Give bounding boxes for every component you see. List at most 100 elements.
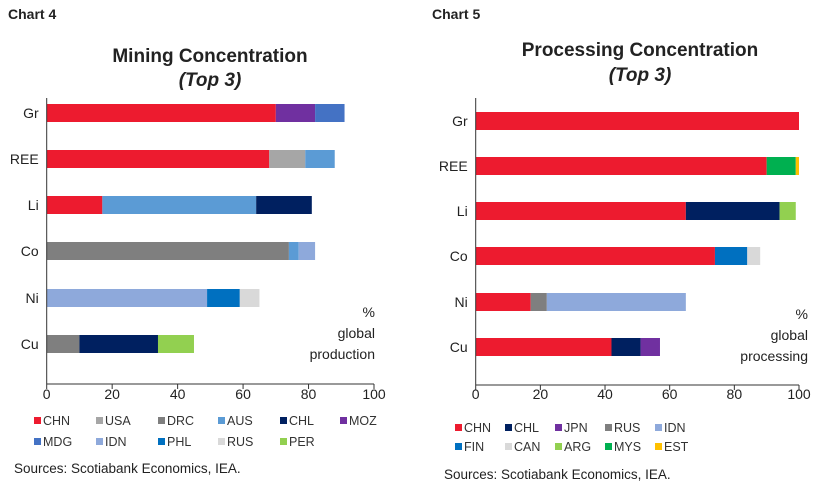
category-label: REE [439,158,468,174]
bar-segment-Ni-CHN [475,293,531,311]
legend-item-CHN: CHN [455,421,491,435]
x-axis-unit-label: % global processing [740,306,808,364]
bar-segment-Cu-DRC [46,335,80,353]
legend-swatch [340,417,347,424]
legend-swatch [555,443,562,450]
legend-swatch [158,438,165,445]
legend-item-IDN: IDN [655,421,686,435]
bar-segment-Li-ARG [779,202,796,220]
legend-label: JPN [564,421,588,435]
bar-segment-REE-CHN [475,157,767,175]
bar-segment-Gr-CHN [46,104,276,122]
bar-segment-Gr-MDG [315,104,345,122]
bar-segment-REE-USA [269,150,306,168]
legend-swatch [505,424,512,431]
x-tick-label: 60 [662,386,678,402]
category-label: Gr [23,105,39,121]
bar-segment-REE-AUS [305,150,335,168]
bar-segment-Cu-CHL [79,335,158,353]
bar-segment-Co-CHN [475,247,715,265]
legend-label: CHN [464,421,491,435]
bar-segment-Co-CAN [747,247,761,265]
legend-item-MYS: MYS [605,440,641,454]
bar-segment-REE-EST [795,157,799,175]
bar-segment-Gr-CHN [475,112,799,130]
legend-item-CHL: CHL [280,414,314,428]
legend-label: MDG [43,435,72,449]
bar-segment-Li-AUS [102,196,257,214]
x-tick-label: 40 [597,386,613,402]
legend-swatch [455,443,462,450]
legend-label: CAN [514,440,540,454]
legend-label: ARG [564,440,591,454]
bar-segment-Cu-JPN [640,338,660,356]
x-tick-label: 20 [104,386,120,402]
bar-segment-Ni-RUS [239,289,260,307]
x-tick-label: 80 [727,386,743,402]
x-tick-label: 20 [533,386,549,402]
legend-item-MOZ: MOZ [340,414,377,428]
legend-label: RUS [227,435,253,449]
chart-5: Chart 5 Processing Concentration (Top 3) Gr… [432,6,811,482]
legend-label: MOZ [349,414,377,428]
legend-item-FIN: FIN [455,440,484,454]
bar-segment-Ni-IDN [46,289,208,307]
legend-label: EST [664,440,689,454]
category-label: Li [28,197,39,213]
legend-swatch [96,438,103,445]
bar-segment-Co-FIN [714,247,748,265]
bar-segment-Ni-RUS [530,293,547,311]
legend-swatch [655,424,662,431]
category-label: Gr [452,113,468,129]
x-tick-label: 100 [362,386,386,402]
category-label: Co [21,243,39,259]
legend-item-DRC: DRC [158,414,194,428]
legend-item-PER: PER [280,435,315,449]
legend-label: DRC [167,414,194,428]
legend-label: MYS [614,440,641,454]
legend-label: CHN [43,414,70,428]
bar-segment-Li-CHN [46,196,103,214]
legend-label: RUS [614,421,640,435]
legend-item-PHL: PHL [158,435,191,449]
bar-segment-Co-DRC [46,242,289,260]
chart-title: Processing Concentration [522,40,759,61]
legend-item-EST: EST [655,440,689,454]
legend-swatch [34,417,41,424]
category-label: Cu [21,336,39,352]
x-tick-label: 80 [301,386,317,402]
chart-title: Mining Concentration [112,46,307,67]
chart-label: Chart 4 [8,6,56,22]
x-tick-label: 0 [472,386,480,402]
legend-item-CAN: CAN [505,440,540,454]
legend-swatch [455,424,462,431]
legend-label: PER [289,435,315,449]
legend-label: IDN [664,421,686,435]
legend-item-RUS: RUS [605,421,640,435]
chart-subtitle: (Top 3) [609,65,672,86]
legend-item-JPN: JPN [555,421,588,435]
legend-label: PHL [167,435,191,449]
x-axis-unit-label: % global production [310,304,375,362]
source-note: Sources: Scotiabank Economics, IEA. [444,467,671,482]
chart-label: Chart 5 [432,6,480,22]
legend-swatch [218,417,225,424]
x-tick-label: 60 [235,386,251,402]
bar-segment-Ni-PHL [207,289,240,307]
bar-segment-Li-CHN [475,202,686,220]
category-label: Co [450,248,468,264]
x-tick-label: 0 [43,386,51,402]
legend-swatch [655,443,662,450]
bar-segment-Cu-PER [157,335,194,353]
legend-swatch [158,417,165,424]
legend-label: AUS [227,414,253,428]
category-label: Cu [450,339,468,355]
legend-swatch [280,417,287,424]
bar-segment-Co-AUS [288,242,299,260]
legend-swatch [96,417,103,424]
chart-subtitle: (Top 3) [179,70,242,91]
bar-segment-REE-MYS [766,157,796,175]
legend-item-CHL: CHL [505,421,539,435]
legend-label: IDN [105,435,127,449]
legend-label: CHL [514,421,539,435]
